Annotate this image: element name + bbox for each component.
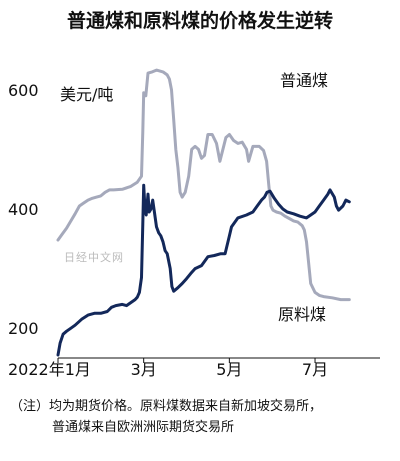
x-tick-label: 5月 [216,360,242,379]
series-label-普通煤: 普通煤 [280,71,328,90]
series-label-原料煤: 原料煤 [278,305,326,324]
unit-label: 美元/吨 [60,85,113,104]
series-line-原料煤 [56,68,351,302]
y-tick-label: 600 [8,81,39,100]
x-tick-label: 7月 [302,360,328,379]
x-tick-label: 2022年1月 [8,360,91,379]
footnote: （注）均为期货价格。原料煤数据来自新加坡交易所， 普通煤来自欧洲洲际期货交易所 [10,396,394,438]
x-tick-label: 3月 [131,360,157,379]
chart-title: 普通煤和原料煤的价格发生逆转 [67,9,333,32]
footnote-line-2: 普通煤来自欧洲洲际期货交易所 [52,420,235,435]
price-chart: 普通煤和原料煤的价格发生逆转 600 400 200 2022年1月 3月 5月 7月 美… [8,9,380,379]
footnote-line-1: （注）均为期货价格。原料煤数据来自新加坡交易所， [10,399,323,414]
y-tick-label: 400 [8,200,39,219]
y-axis: 600 400 200 [8,81,39,338]
y-tick-label: 200 [8,319,39,338]
x-axis: 2022年1月 3月 5月 7月 [8,358,328,379]
series-line-普通煤 [56,183,351,357]
watermark: 日经中文网 [64,250,124,264]
